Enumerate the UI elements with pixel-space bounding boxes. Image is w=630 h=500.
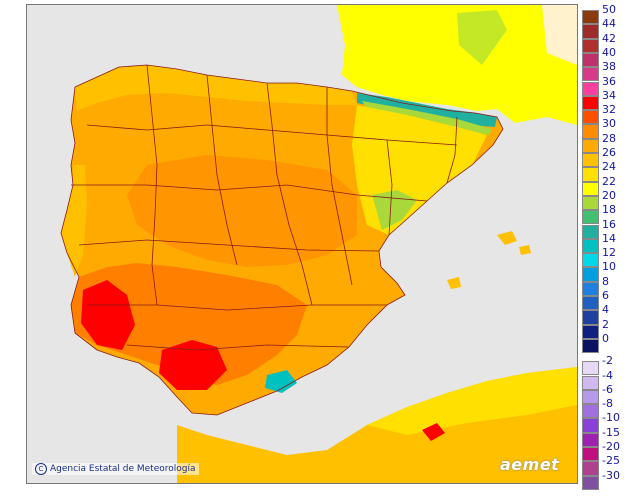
legend-swatch [582, 224, 599, 239]
legend-swatch [582, 38, 599, 53]
legend-label: -30 [602, 468, 620, 482]
map-canvas [27, 5, 577, 483]
temperature-legend: 50 44 42 40 38 36 34 32 30 28 26 24 22 20 18 16 14 12 10 8 6… [582, 4, 628, 490]
legend-label: 42 [602, 31, 616, 45]
seville-hotspot [159, 340, 227, 390]
legend-label: -10 [602, 411, 620, 425]
legend-swatch [582, 181, 599, 196]
legend-label: -8 [602, 397, 613, 411]
legend-label: 6 [602, 289, 609, 302]
pyrenees-edge [362, 101, 492, 135]
legend-label: 22 [602, 174, 616, 188]
legend-swatch [582, 461, 599, 476]
legend-label: 32 [602, 103, 616, 117]
credit-text: Agencia Estatal de Meteorología [50, 464, 196, 474]
legend-label: -2 [602, 354, 613, 368]
legend-swatch [582, 81, 599, 96]
legend-swatch [582, 389, 599, 405]
legend-label: -25 [602, 454, 620, 468]
legend-label: 34 [602, 88, 616, 102]
portugal-coast [61, 165, 87, 277]
legend-swatch [582, 210, 599, 225]
legend-swatch [582, 167, 599, 182]
legend-swatch [582, 124, 599, 139]
legend-swatch [582, 310, 599, 325]
legend-swatch [582, 52, 599, 68]
legend-swatch [582, 296, 599, 311]
legend-label: -15 [602, 425, 620, 439]
legend-swatch [582, 281, 599, 296]
legend-swatch [582, 253, 599, 268]
legend-swatch [582, 24, 599, 39]
ibiza [447, 277, 461, 289]
legend-swatch [582, 110, 599, 125]
menorca [519, 245, 531, 255]
legend-label: 38 [602, 60, 616, 74]
legend-label: 16 [602, 217, 616, 231]
region-borders [60, 64, 504, 416]
iberian-system-cool [372, 190, 417, 230]
legend-swatch [582, 404, 599, 419]
legend-label: 40 [602, 45, 616, 59]
legend-label: -20 [602, 440, 620, 453]
north-coast [75, 65, 357, 111]
temperature-map [26, 4, 578, 484]
legend-label: 36 [602, 74, 616, 88]
legend-swatch [582, 375, 599, 390]
legend-label: 44 [602, 17, 616, 31]
france-east [542, 5, 577, 65]
mallorca [497, 231, 517, 245]
legend-label: 30 [602, 117, 616, 131]
legend-label: 10 [602, 260, 616, 274]
pyrenees-band [357, 93, 497, 127]
legend-swatch [582, 324, 599, 339]
legend-label: -6 [602, 382, 613, 396]
legend-swatch [582, 153, 599, 168]
legend-label: 14 [602, 231, 616, 245]
legend-swatch [582, 138, 599, 153]
legend-swatch [582, 10, 599, 25]
legend-label: 26 [602, 146, 616, 159]
legend-label: 50 [602, 3, 616, 16]
legend-swatch [582, 447, 599, 462]
legend-label: 2 [602, 317, 609, 331]
credit-label: C Agencia Estatal de Meteorología [32, 463, 199, 475]
legend-swatch [582, 267, 599, 282]
legend-label: 0 [602, 331, 609, 345]
legend-label: 12 [602, 246, 616, 260]
brand-logo: aemet [500, 455, 560, 474]
atlas-coast [367, 367, 577, 435]
legend-swatch [582, 195, 599, 211]
legend-label: 28 [602, 131, 616, 145]
legend-swatch [582, 418, 599, 433]
guadalquivir-region [71, 263, 307, 385]
africa-hotspot [422, 423, 445, 441]
central-meseta [127, 155, 357, 267]
legend-label: 20 [602, 188, 616, 202]
legend-label: -4 [602, 368, 613, 382]
legend-swatch [582, 432, 599, 447]
legend-label: 24 [602, 160, 616, 174]
france-region [337, 5, 577, 125]
massif-central [457, 10, 507, 65]
legend-swatch [582, 338, 599, 354]
legend-swatch [582, 475, 599, 490]
legend-swatch [582, 67, 599, 82]
legend-swatch [582, 238, 599, 254]
legend-swatch [582, 361, 599, 376]
alentejo-hotspot [81, 280, 135, 350]
copyright-icon: C [35, 463, 47, 475]
legend-label: 18 [602, 203, 616, 217]
sierra-nevada-cool [265, 370, 297, 393]
legend-swatch [582, 95, 599, 111]
legend-label: 8 [602, 274, 609, 288]
legend-label: 4 [602, 303, 609, 317]
